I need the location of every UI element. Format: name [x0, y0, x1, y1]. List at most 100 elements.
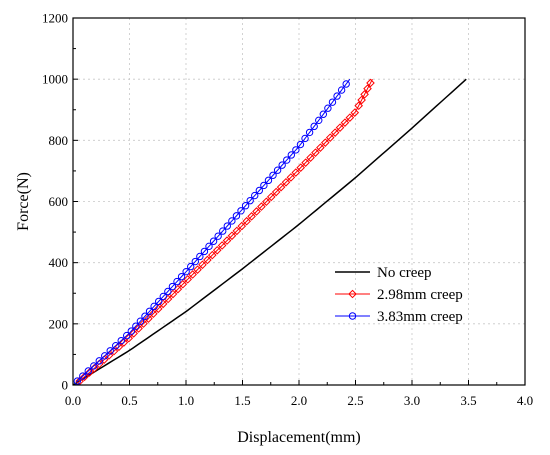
data-point-marker	[271, 187, 281, 197]
data-point-marker	[73, 377, 82, 385]
data-point-marker	[315, 116, 323, 125]
data-point-marker	[301, 134, 309, 143]
data-point-marker	[311, 148, 320, 157]
data-point-marker	[241, 202, 250, 210]
x-axis-label: Displacement(mm)	[237, 429, 361, 446]
series-line	[76, 78, 351, 383]
data-point-marker	[319, 110, 328, 118]
legend-marker-swatch	[348, 289, 357, 299]
data-point-marker	[237, 207, 245, 215]
data-point-marker	[80, 372, 89, 382]
data-point-marker	[330, 128, 340, 137]
y-tick-label: 400	[49, 255, 69, 270]
data-point-marker	[345, 113, 355, 122]
data-point-marker	[354, 101, 364, 111]
data-point-marker	[150, 302, 158, 311]
data-point-marker	[287, 151, 296, 159]
data-point-marker	[262, 197, 271, 207]
data-point-marker	[228, 217, 236, 225]
data-point-marker	[159, 292, 167, 301]
legend: No creep 2.98mm creep 3.83mm creep	[335, 265, 463, 325]
axis-ticks: 0.0 0.5 1.0 1.5 2.0 2.5 3.0 3.5 4.0 0 200 400 600 800…	[42, 11, 533, 409]
series-line	[72, 78, 467, 386]
data-point-marker	[212, 245, 222, 255]
data-point-marker	[276, 182, 286, 192]
data-point-marker	[350, 108, 360, 117]
data-point-marker	[84, 367, 92, 375]
data-point-marker	[129, 329, 138, 338]
legend-item-2: 2.98mm creep	[335, 287, 463, 303]
data-point-marker	[324, 104, 332, 112]
data-point-marker	[164, 287, 172, 296]
data-series	[72, 78, 467, 386]
data-point-marker	[193, 265, 202, 274]
data-point-marker	[132, 322, 140, 330]
data-point-marker	[149, 309, 158, 319]
data-point-marker	[342, 80, 350, 88]
data-point-marker	[145, 307, 154, 315]
data-point-marker	[198, 260, 207, 270]
data-point-marker	[182, 267, 190, 276]
data-point-marker	[325, 133, 335, 142]
data-point-marker	[340, 118, 350, 127]
y-axis-label: Force(N)	[15, 172, 32, 231]
data-point-marker	[232, 226, 242, 236]
data-point-marker	[278, 161, 286, 169]
data-point-marker	[296, 163, 306, 172]
data-point-marker	[209, 237, 218, 245]
y-tick-label: 1000	[42, 72, 68, 87]
data-point-marker	[139, 319, 148, 328]
data-point-marker	[163, 294, 173, 304]
data-point-marker	[360, 90, 369, 99]
data-point-marker	[222, 236, 232, 245]
data-point-marker	[296, 140, 305, 149]
x-tick-label: 2.5	[347, 393, 363, 408]
data-point-marker	[273, 166, 282, 174]
data-point-marker	[283, 156, 291, 164]
data-point-marker	[187, 262, 195, 271]
legend-marker-swatch	[348, 312, 357, 320]
data-point-marker	[251, 191, 259, 200]
grid-lines	[73, 18, 525, 385]
data-point-marker	[203, 255, 212, 265]
series-1	[72, 78, 467, 386]
data-point-marker	[153, 304, 163, 314]
x-tick-label: 0.5	[121, 393, 137, 408]
series-2	[75, 78, 375, 386]
data-point-marker	[112, 342, 120, 350]
y-tick-label: 0	[62, 378, 69, 393]
legend-item-3: 3.83mm creep	[335, 309, 463, 325]
data-point-marker	[168, 282, 177, 291]
data-point-marker	[286, 173, 296, 182]
data-point-marker	[247, 212, 256, 221]
data-point-marker	[141, 312, 149, 320]
data-point-marker	[119, 338, 129, 347]
data-point-marker	[281, 177, 291, 187]
data-point-marker	[79, 372, 87, 380]
data-point-marker	[90, 362, 98, 370]
data-point-marker	[227, 231, 237, 241]
data-point-marker	[269, 171, 277, 179]
data-point-marker	[177, 272, 186, 281]
y-tick-label: 200	[49, 316, 69, 331]
x-tick-label: 2.0	[291, 393, 307, 408]
data-point-marker	[144, 314, 153, 323]
legend-label: 2.98mm creep	[377, 287, 463, 303]
data-point-marker	[158, 299, 168, 309]
x-tick-label: 0.0	[65, 393, 81, 408]
data-point-marker	[95, 357, 103, 365]
data-point-marker	[214, 232, 222, 240]
data-point-marker	[196, 252, 204, 261]
data-point-marker	[223, 222, 231, 230]
x-tick-label: 3.0	[404, 393, 420, 408]
data-point-marker	[124, 333, 134, 343]
data-point-marker	[305, 128, 314, 137]
legend-label: No creep	[377, 265, 432, 281]
data-point-marker	[106, 347, 114, 355]
data-point-marker	[200, 247, 209, 256]
data-point-marker	[155, 297, 163, 306]
data-point-marker	[310, 122, 318, 131]
x-tick-label: 1.0	[178, 393, 194, 408]
data-point-marker	[255, 186, 264, 195]
